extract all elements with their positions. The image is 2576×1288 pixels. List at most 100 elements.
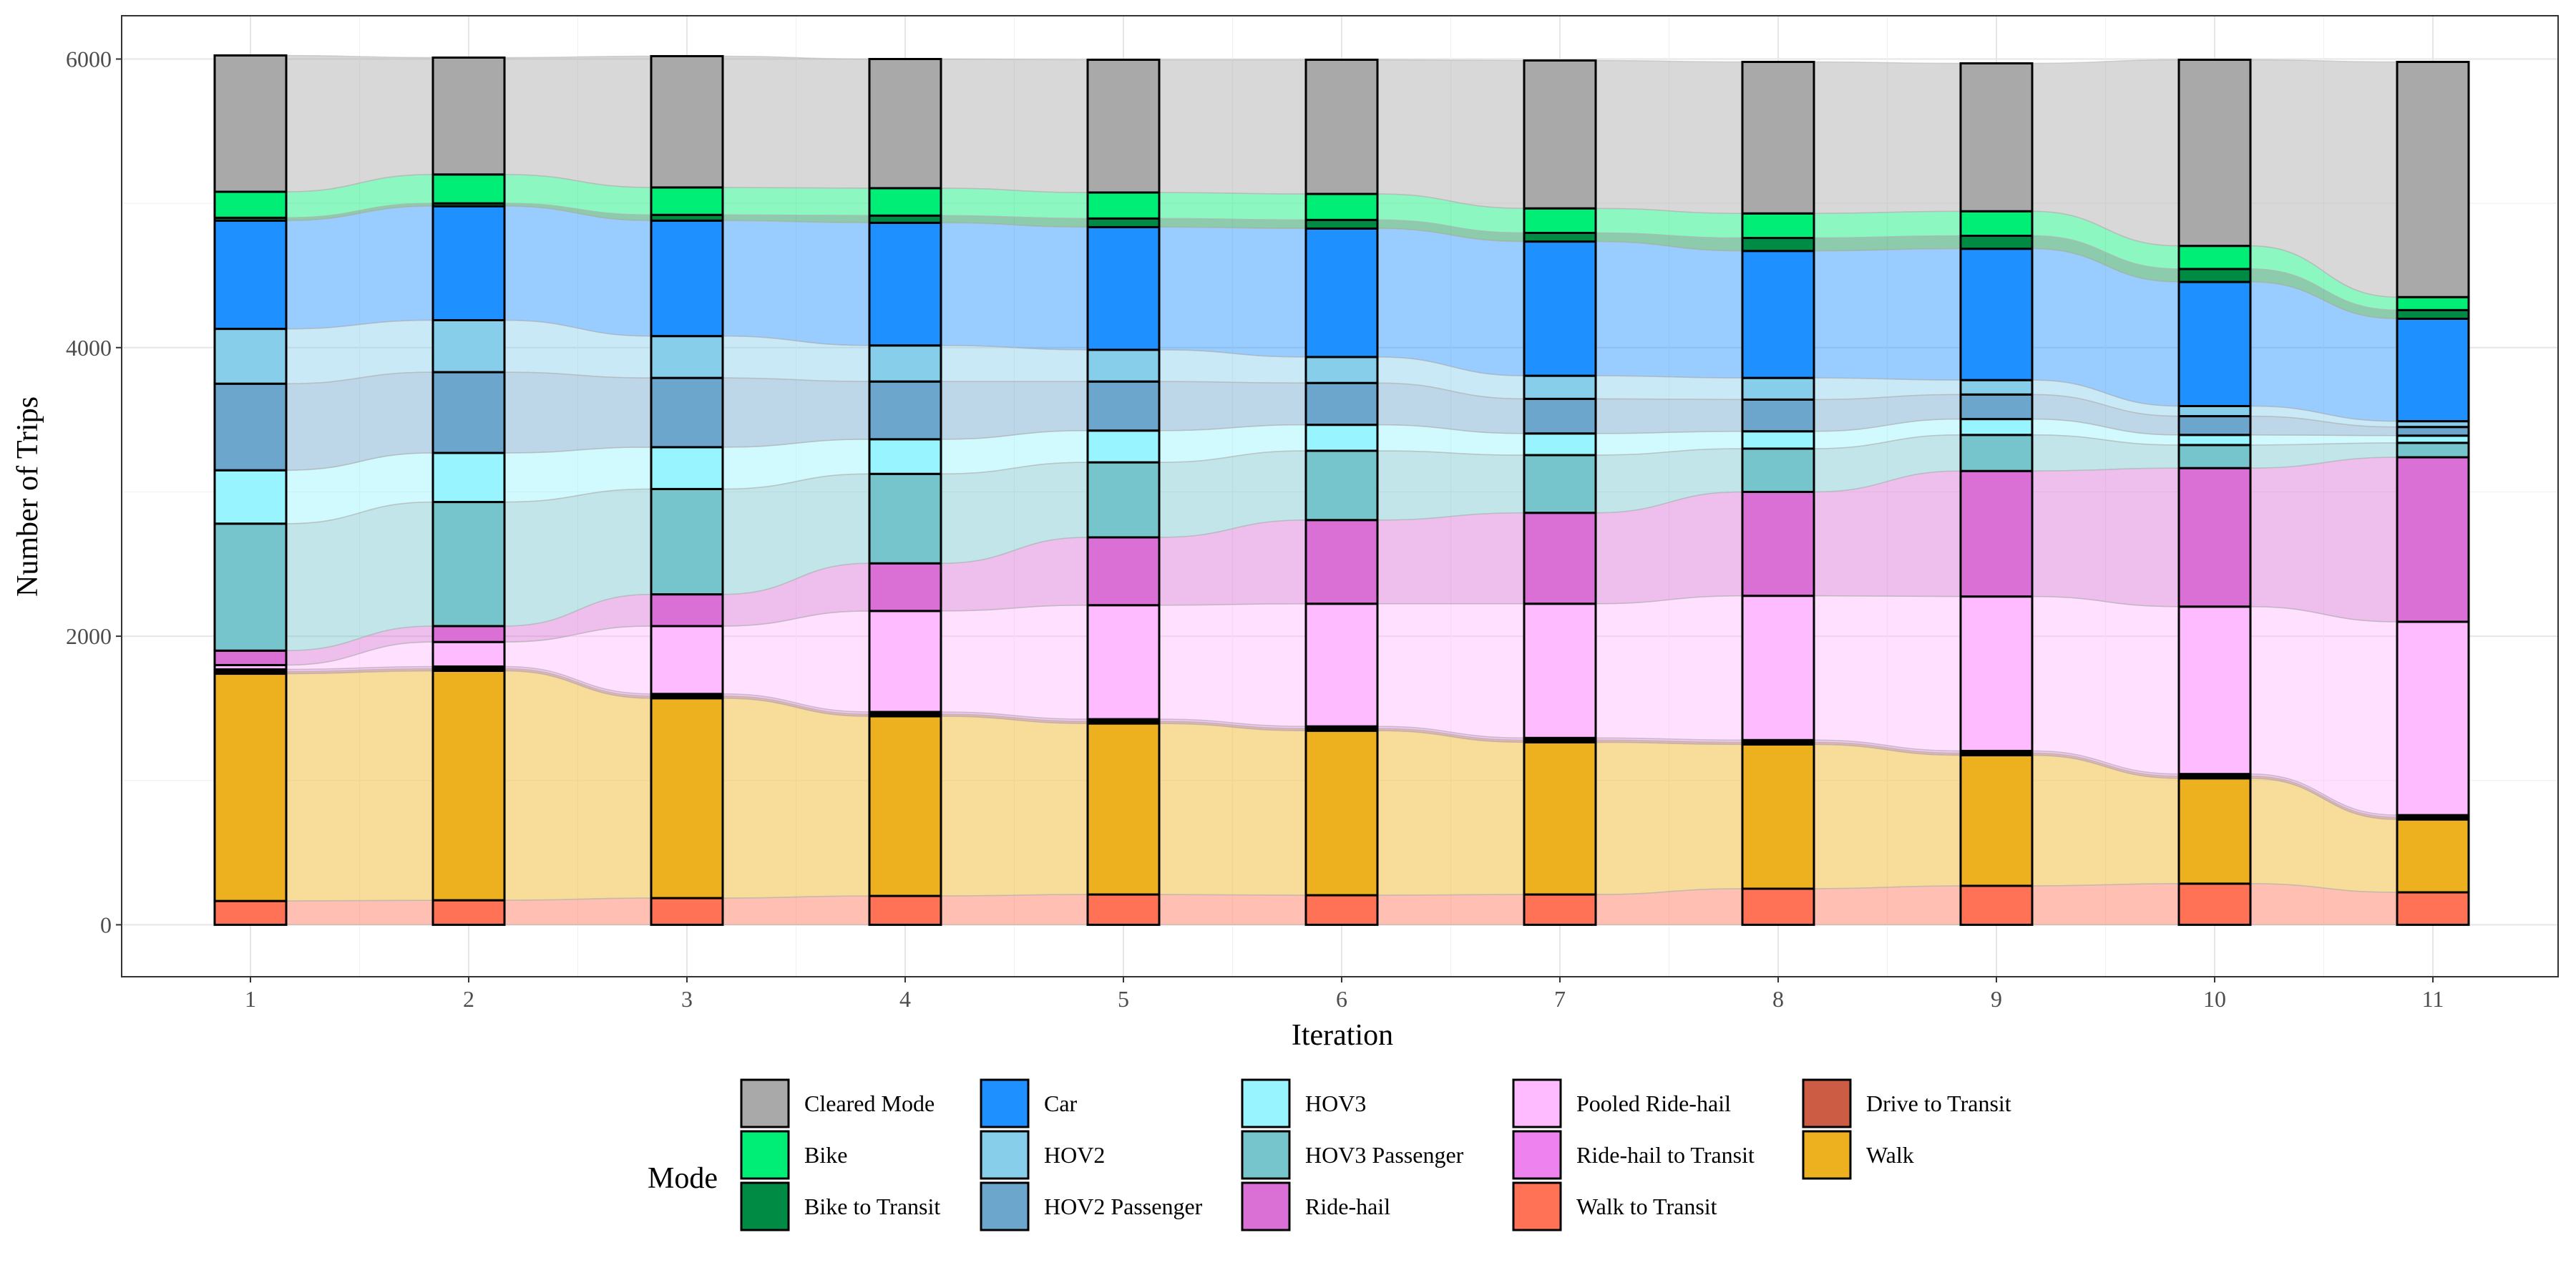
- bar-bike-10: [2177, 245, 2252, 270]
- bar-hov2-10: [2177, 404, 2252, 418]
- bar-car-8: [1741, 250, 1815, 379]
- legend-label-walk-to-transit: Walk to Transit: [1576, 1194, 1717, 1219]
- bar-car-6: [1304, 227, 1379, 358]
- bar-car-3: [650, 219, 724, 338]
- y-tick-label: 4000: [66, 335, 112, 361]
- x-tick-label: 8: [1772, 986, 1784, 1012]
- bar-hov3-passenger-4: [868, 472, 942, 565]
- flow-cleared-mode-8: [1813, 61, 1961, 215]
- bar-pooled-ride-hail-8: [1741, 595, 1815, 741]
- x-tick-label: 4: [899, 986, 911, 1012]
- bar-hov2-passenger-5: [1086, 380, 1161, 432]
- bar-bike-to-transit-6: [1304, 218, 1379, 230]
- flow-walk-to-transit-3: [722, 895, 870, 926]
- bar-walk-6: [1304, 729, 1379, 897]
- bar-cleared-mode-7: [1523, 59, 1597, 210]
- bar-hov3-3: [650, 446, 724, 490]
- bar-ride-hail-1: [213, 649, 288, 666]
- bar-walk-7: [1523, 741, 1597, 896]
- flow-cleared-mode-5: [1158, 59, 1307, 195]
- bar-hov2-passenger-8: [1741, 398, 1815, 433]
- y-tick-label: 6000: [66, 46, 112, 72]
- flow-walk-to-transit-5: [1158, 894, 1307, 926]
- flow-walk-5: [1158, 723, 1307, 896]
- bar-bike-7: [1523, 207, 1597, 234]
- bar-hov2-9: [1959, 379, 2034, 396]
- legend-swatch-walk: [1802, 1130, 1852, 1180]
- flow-hov2-4: [940, 345, 1088, 382]
- flow-car-7: [1595, 240, 1743, 379]
- flow-walk-to-transit-6: [1377, 894, 1525, 926]
- bar-hov2-6: [1304, 356, 1379, 384]
- legend-label-pooled-ride-hail: Pooled Ride-hail: [1576, 1091, 1731, 1116]
- flow-cleared-mode-2: [504, 55, 652, 188]
- flow-walk-2: [504, 670, 652, 901]
- legend-swatch-bike: [740, 1130, 790, 1180]
- bar-pooled-ride-hail-3: [650, 625, 724, 696]
- flow-walk-7: [1595, 741, 1743, 895]
- flow-cleared-mode-4: [940, 58, 1088, 193]
- flow-car-6: [1377, 228, 1525, 376]
- flow-car-4: [940, 222, 1088, 351]
- legend-swatch-ride-hail: [1241, 1181, 1291, 1231]
- flow-hov2-passenger-2: [504, 371, 652, 454]
- bar-car-10: [2177, 280, 2252, 407]
- legend-swatch-hov3: [1241, 1078, 1291, 1128]
- bar-walk-to-transit-10: [2177, 882, 2252, 926]
- bar-car-5: [1086, 225, 1161, 351]
- bar-hov3-7: [1523, 432, 1597, 457]
- flow-pooled-ride-hail-5: [1158, 602, 1307, 727]
- bar-bike-to-transit-8: [1741, 237, 1815, 253]
- bar-hov3-11: [2396, 434, 2470, 444]
- bar-pooled-ride-hail-7: [1523, 602, 1597, 739]
- bar-cleared-mode-3: [650, 54, 724, 189]
- bar-ride-hail-6: [1304, 519, 1379, 605]
- bar-walk-8: [1741, 743, 1815, 890]
- bar-bike-to-transit-11: [2396, 308, 2470, 320]
- legend-label-hov2: HOV2: [1044, 1142, 1105, 1168]
- bar-cleared-mode-5: [1086, 59, 1161, 194]
- bar-car-4: [868, 221, 942, 347]
- x-tick-label: 7: [1554, 986, 1566, 1012]
- bar-hov2-2: [431, 318, 506, 374]
- bar-pooled-ride-hail-5: [1086, 604, 1161, 721]
- legend-swatch-drive-to-transit: [1802, 1078, 1852, 1128]
- flow-hov2-7: [1595, 375, 1743, 401]
- legend-label-hov3-passenger: HOV3 Passenger: [1305, 1142, 1464, 1168]
- bar-walk-to-transit-1: [213, 899, 288, 926]
- bar-bike-8: [1741, 212, 1815, 240]
- flow-cleared-mode-3: [722, 55, 870, 189]
- flow-hov3-passenger-6: [1377, 450, 1525, 521]
- flow-walk-8: [1813, 743, 1961, 889]
- legend-label-bike: Bike: [804, 1142, 847, 1168]
- bar-bike-to-transit-4: [868, 214, 942, 224]
- flow-pooled-ride-hail-9: [2031, 595, 2180, 775]
- bar-cleared-mode-10: [2177, 59, 2252, 248]
- bar-bike-2: [431, 173, 506, 205]
- legend: Mode Cleared Mode Bike Bike to Transit Car H…: [648, 1078, 2011, 1231]
- bar-hov2-4: [868, 344, 942, 383]
- flow-car-3: [722, 220, 870, 346]
- bar-walk-to-transit-4: [868, 894, 942, 926]
- legend-label-cleared-mode: Cleared Mode: [804, 1091, 935, 1116]
- bar-cleared-mode-8: [1741, 61, 1815, 215]
- bar-hov2-passenger-1: [213, 382, 288, 472]
- bar-hov2-passenger-6: [1304, 381, 1379, 426]
- legend-title: Mode: [648, 1162, 718, 1195]
- bar-car-2: [431, 205, 506, 321]
- bar-walk-4: [868, 715, 942, 897]
- legend-swatch-walk-to-transit: [1512, 1181, 1562, 1231]
- bar-bike-to-transit-7: [1523, 231, 1597, 243]
- bar-ride-hail-3: [650, 593, 724, 628]
- flow-walk-to-transit-9: [2031, 883, 2180, 926]
- bar-walk-to-transit-11: [2396, 891, 2470, 926]
- stacked-bars: [213, 54, 2470, 926]
- bar-hov3-4: [868, 438, 942, 475]
- bar-hov3-passenger-9: [1959, 434, 2034, 472]
- bar-hov3-passenger-6: [1304, 449, 1379, 522]
- bar-hov2-passenger-3: [650, 376, 724, 449]
- flow-ride-hail-9: [2031, 467, 2180, 608]
- legend-swatch-hov2: [980, 1130, 1030, 1180]
- flow-cleared-mode-1: [286, 54, 434, 192]
- bar-walk-5: [1086, 722, 1161, 896]
